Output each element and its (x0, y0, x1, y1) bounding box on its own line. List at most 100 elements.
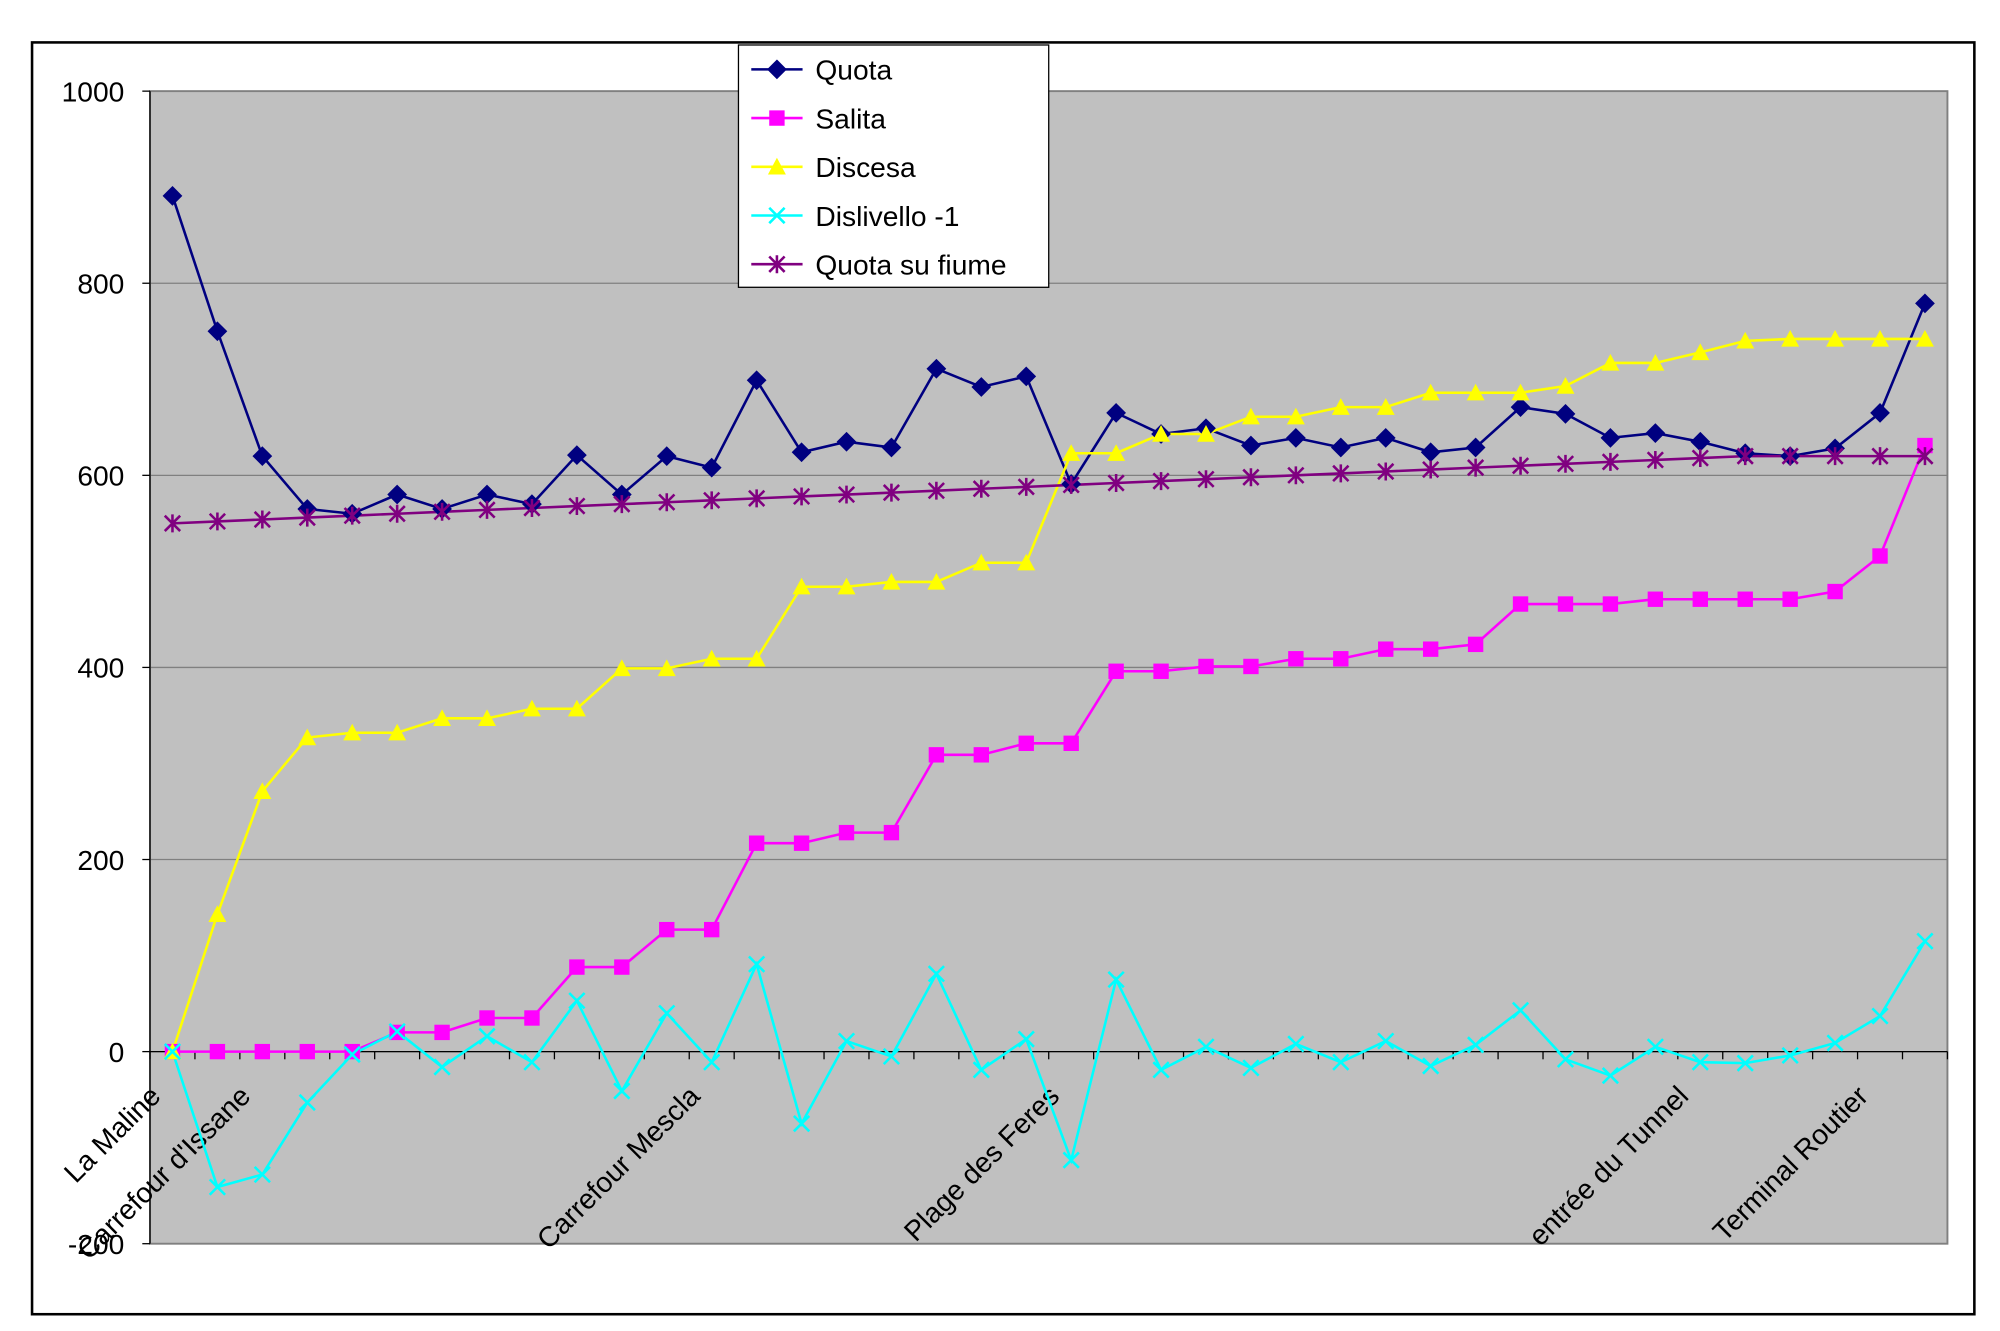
marker (658, 1004, 676, 1022)
marker (1242, 1059, 1260, 1077)
marker (836, 431, 857, 452)
marker (1467, 458, 1485, 477)
marker (769, 110, 785, 126)
legend-label: Discesa (815, 151, 916, 183)
marker (343, 723, 362, 741)
marker (1197, 425, 1215, 442)
legend-label: Quota (815, 54, 892, 86)
marker (1736, 331, 1755, 349)
marker (253, 510, 271, 529)
marker (1375, 427, 1396, 448)
marker (1781, 1046, 1799, 1065)
marker (792, 577, 811, 595)
marker (478, 709, 496, 727)
marker (1330, 437, 1351, 458)
marker (1107, 444, 1126, 461)
series-line (171, 337, 1925, 1053)
marker (1377, 1032, 1395, 1050)
marker (1871, 329, 1890, 347)
marker (1243, 658, 1259, 675)
marker (1332, 1053, 1350, 1071)
series-line (171, 195, 1927, 516)
marker (1018, 735, 1034, 751)
marker (1152, 1061, 1170, 1079)
marker (1016, 366, 1037, 387)
marker (703, 1053, 721, 1071)
series-line (171, 940, 1927, 1189)
marker (1557, 596, 1574, 612)
marker (746, 370, 767, 391)
marker (1286, 407, 1305, 425)
series-line (172, 445, 1927, 1053)
marker (1736, 1054, 1754, 1072)
marker (388, 723, 407, 741)
marker (299, 1043, 315, 1060)
y-tick-label: 1000 (62, 75, 125, 107)
marker (567, 699, 586, 717)
marker (1826, 447, 1844, 466)
marker (569, 959, 585, 975)
marker (767, 59, 787, 80)
legend-label: Salita (815, 102, 886, 134)
marker (1691, 1053, 1709, 1071)
y-tick-label: 400 (77, 652, 124, 684)
marker (791, 442, 812, 463)
marker (882, 1047, 901, 1066)
marker (524, 1010, 540, 1026)
marker (1916, 932, 1934, 950)
marker (1241, 435, 1261, 456)
marker (656, 446, 677, 467)
marker (613, 495, 631, 514)
marker (1645, 423, 1666, 443)
marker (928, 747, 945, 763)
marker (1467, 1036, 1485, 1054)
marker (1915, 329, 1934, 347)
marker (163, 1043, 182, 1061)
marker (1555, 403, 1576, 424)
marker (1242, 468, 1260, 487)
marker (568, 497, 586, 516)
marker (768, 206, 786, 225)
marker (1241, 407, 1260, 425)
marker (837, 485, 856, 504)
marker (1510, 397, 1531, 418)
marker (1781, 447, 1799, 466)
marker (253, 1165, 271, 1184)
marker (973, 747, 990, 763)
marker (1601, 353, 1620, 371)
marker (567, 445, 587, 466)
marker (522, 699, 541, 717)
marker (208, 905, 227, 922)
marker (972, 479, 990, 498)
marker (1871, 447, 1889, 466)
marker (298, 508, 316, 527)
marker (612, 659, 631, 677)
marker (613, 1082, 631, 1100)
marker (433, 709, 452, 727)
marker (748, 955, 766, 973)
marker (1872, 548, 1888, 564)
marker (523, 1053, 541, 1071)
legend: Quota Salita Discesa Dislivello -1 Quota su … (737, 44, 1050, 288)
marker (1602, 596, 1619, 612)
marker (1511, 456, 1530, 475)
marker (1556, 454, 1575, 473)
marker (1467, 636, 1484, 653)
marker (748, 489, 766, 508)
marker (1691, 343, 1710, 361)
marker (747, 649, 766, 667)
marker (1600, 427, 1621, 448)
marker (793, 835, 810, 851)
marker (1285, 427, 1306, 448)
y-tick-label: 600 (77, 460, 124, 492)
marker (701, 457, 722, 478)
marker (1827, 583, 1843, 600)
marker (1062, 1151, 1080, 1169)
marker (1152, 472, 1170, 491)
marker (838, 824, 855, 841)
marker (343, 1045, 361, 1064)
marker (1646, 1038, 1664, 1056)
marker (1646, 353, 1665, 371)
marker (767, 157, 786, 175)
marker (658, 493, 676, 512)
